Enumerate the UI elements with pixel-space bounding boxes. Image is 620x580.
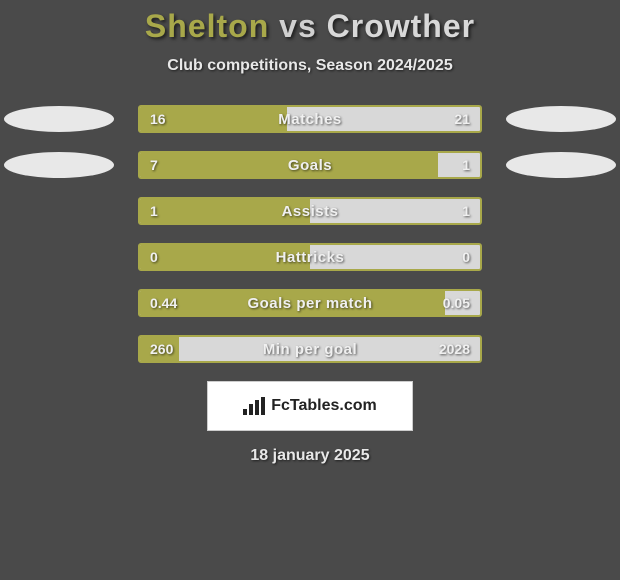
chart-icon [243,397,265,415]
stat-label: Goals per match [140,291,480,315]
stat-row: 2602028Min per goal [0,335,620,363]
comparison-card: Shelton vs Crowther Club competitions, S… [0,0,620,465]
stat-label: Hattricks [140,245,480,269]
brand-badge: FcTables.com [207,381,413,431]
stat-label: Min per goal [140,337,480,361]
subtitle: Club competitions, Season 2024/2025 [0,57,620,75]
player1-oval [4,152,114,178]
stat-row: 71Goals [0,151,620,179]
stat-row: 1621Matches [0,105,620,133]
stat-label: Assists [140,199,480,223]
title: Shelton vs Crowther [0,8,620,45]
stats-rows: 1621Matches 71Goals 11Assists 00Hattricks 0.… [0,105,620,363]
footer-date: 18 january 2025 [0,447,620,465]
vs-text: vs [279,8,317,44]
stat-label: Matches [140,107,480,131]
stat-bar: 00Hattricks [138,243,482,271]
player1-name: Shelton [145,8,269,44]
stat-bar: 71Goals [138,151,482,179]
stat-row: 11Assists [0,197,620,225]
brand-text: FcTables.com [271,397,377,415]
stat-row: 00Hattricks [0,243,620,271]
player1-oval [4,106,114,132]
player2-oval [506,152,616,178]
stat-bar: 1621Matches [138,105,482,133]
player2-name: Crowther [327,8,475,44]
stat-bar: 11Assists [138,197,482,225]
stat-label: Goals [140,153,480,177]
stat-bar: 0.440.05Goals per match [138,289,482,317]
stat-row: 0.440.05Goals per match [0,289,620,317]
stat-bar: 2602028Min per goal [138,335,482,363]
player2-oval [506,106,616,132]
